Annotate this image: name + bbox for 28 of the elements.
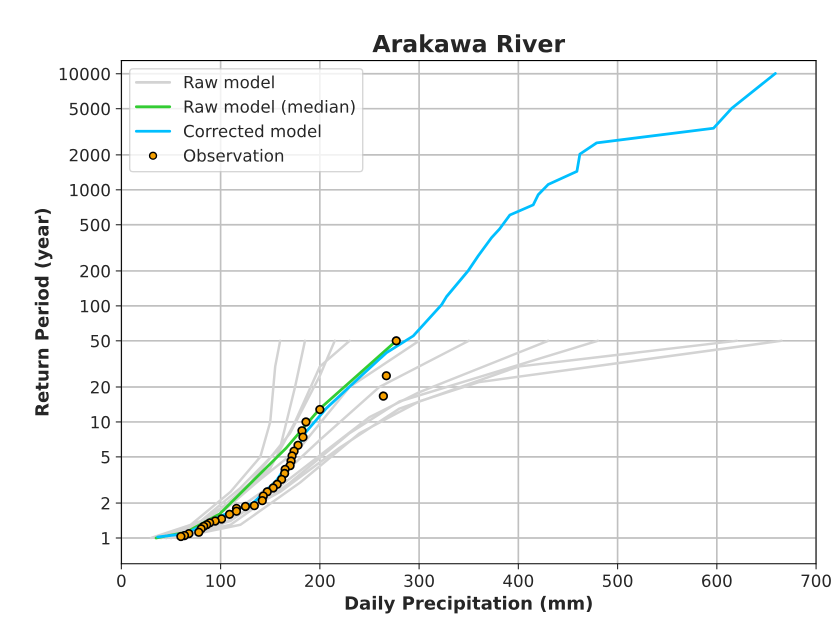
x-tick-label: 300	[404, 574, 434, 588]
x-axis-title: Daily Precipitation (mm)	[346, 596, 592, 614]
y-tick-label: 5000	[70, 102, 110, 116]
y-tick-label: 10000	[60, 68, 110, 80]
legend-label: Raw model (median)	[184, 100, 355, 115]
y-tick-label: 500	[80, 218, 110, 232]
y-tick-label: 50	[91, 334, 110, 348]
x-tick-label: 500	[602, 574, 632, 588]
y-tick-label: 2000	[70, 148, 110, 162]
legend-label: Raw model	[184, 76, 274, 88]
y-axis-title: Return Period (year)	[34, 208, 52, 416]
chart-title: Arakawa River	[372, 34, 566, 53]
x-tick-label: 0	[117, 574, 126, 588]
x-tick-label: 700	[802, 574, 831, 588]
x-tick-label: 100	[206, 574, 236, 588]
y-tick-label: 100	[80, 300, 110, 312]
x-tick-label: 200	[305, 574, 335, 588]
x-tick-label: 600	[702, 574, 732, 588]
legend-label: Corrected model	[184, 124, 320, 138]
x-tick-label: 400	[503, 574, 534, 588]
y-tick-label: 2	[102, 497, 110, 510]
y-tick-label: 20	[90, 380, 110, 394]
y-tick-label: 200	[80, 264, 110, 278]
legend-label: Observation	[184, 148, 284, 162]
y-tick-label: 1	[102, 532, 110, 544]
y-tick-label: 10	[92, 416, 110, 428]
y-tick-label: 5	[102, 451, 110, 464]
y-tick-label: 1000	[70, 184, 110, 196]
